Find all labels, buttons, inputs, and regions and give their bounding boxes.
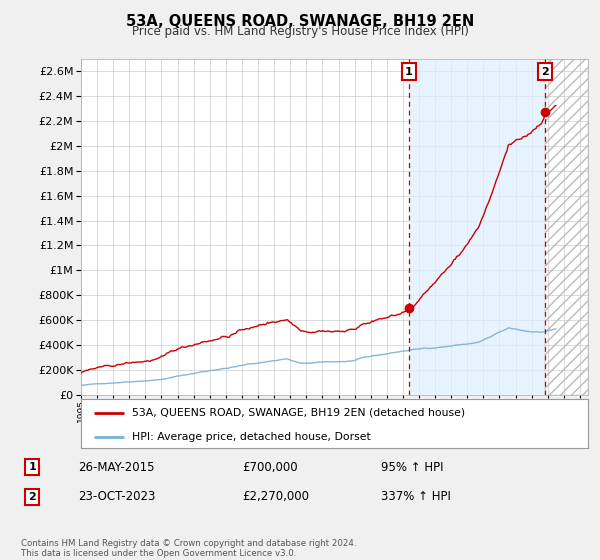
Bar [545,59,588,395]
Text: 53A, QUEENS ROAD, SWANAGE, BH19 2EN (detached house): 53A, QUEENS ROAD, SWANAGE, BH19 2EN (det… [132,408,465,418]
Text: £700,000: £700,000 [242,461,298,474]
Text: 53A, QUEENS ROAD, SWANAGE, BH19 2EN: 53A, QUEENS ROAD, SWANAGE, BH19 2EN [126,14,474,29]
Bar [409,59,545,395]
Text: 23-OCT-2023: 23-OCT-2023 [78,490,155,503]
Text: 2: 2 [28,492,36,502]
Text: Price paid vs. HM Land Registry's House Price Index (HPI): Price paid vs. HM Land Registry's House … [131,25,469,38]
Text: 1: 1 [28,463,36,473]
Text: 95% ↑ HPI: 95% ↑ HPI [380,461,443,474]
Text: £2,270,000: £2,270,000 [242,490,310,503]
Text: 2: 2 [541,67,548,77]
Text: 1: 1 [405,67,413,77]
Text: 337% ↑ HPI: 337% ↑ HPI [380,490,451,503]
Text: HPI: Average price, detached house, Dorset: HPI: Average price, detached house, Dors… [132,432,370,442]
Text: Contains HM Land Registry data © Crown copyright and database right 2024.
This d: Contains HM Land Registry data © Crown c… [21,539,356,558]
Text: 26-MAY-2015: 26-MAY-2015 [78,461,155,474]
